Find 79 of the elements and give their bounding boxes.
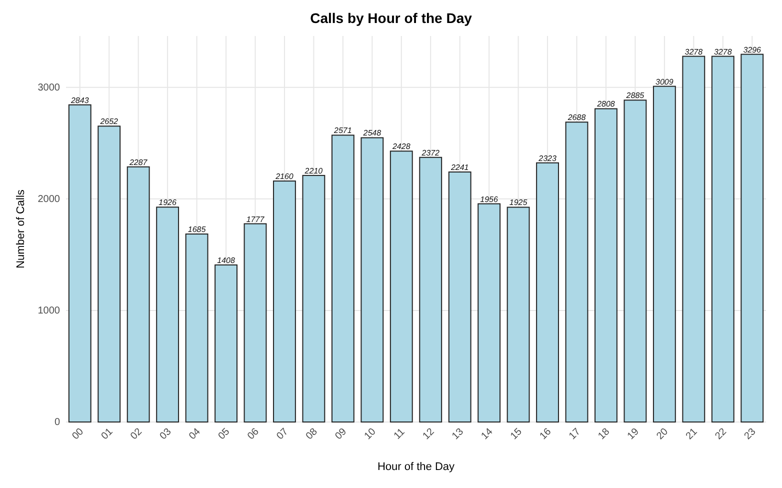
bar bbox=[478, 203, 501, 422]
data-label: 2548 bbox=[362, 128, 382, 138]
x-tick-label: 07 bbox=[274, 426, 291, 442]
bar bbox=[740, 54, 764, 422]
x-tick-label: 21 bbox=[684, 426, 700, 442]
bar bbox=[302, 174, 326, 422]
data-label: 2160 bbox=[274, 172, 294, 182]
bar bbox=[331, 134, 354, 422]
bar bbox=[214, 264, 238, 422]
bar bbox=[419, 156, 442, 422]
bar bbox=[126, 166, 150, 422]
y-axis-title: Number of Calls bbox=[15, 189, 27, 268]
x-tick-label: 03 bbox=[158, 426, 174, 442]
data-label: 2323 bbox=[538, 154, 557, 163]
data-label: 1956 bbox=[480, 194, 499, 204]
data-label: 2808 bbox=[596, 100, 616, 109]
data-label: 1408 bbox=[217, 256, 236, 265]
bar bbox=[390, 150, 413, 422]
x-tick-label: 05 bbox=[216, 426, 232, 442]
data-label: 3296 bbox=[743, 45, 762, 54]
data-label: 3278 bbox=[714, 47, 732, 56]
data-label: 1777 bbox=[246, 214, 265, 224]
bar bbox=[536, 162, 559, 422]
x-tick-label: 06 bbox=[246, 426, 262, 442]
bar bbox=[624, 100, 647, 422]
data-label: 2372 bbox=[420, 148, 440, 158]
x-axis-title: Hour of the Day bbox=[377, 461, 456, 473]
x-tick-label: 17 bbox=[567, 426, 584, 442]
data-label: 2843 bbox=[70, 96, 90, 105]
x-tick-label: 02 bbox=[128, 426, 145, 442]
x-tick-label: 15 bbox=[508, 426, 525, 442]
bar bbox=[185, 234, 208, 422]
x-tick-label: 09 bbox=[333, 426, 350, 442]
y-tick-label: 1000 bbox=[38, 306, 60, 317]
x-tick-label: 16 bbox=[538, 426, 554, 442]
x-tick-label: 14 bbox=[479, 426, 496, 442]
bar bbox=[98, 126, 121, 422]
bar bbox=[682, 56, 706, 422]
x-tick-label: 10 bbox=[362, 426, 379, 442]
data-label: 2885 bbox=[625, 91, 645, 100]
x-tick-label: 13 bbox=[450, 426, 466, 442]
data-label: 1685 bbox=[188, 225, 206, 234]
bar bbox=[506, 206, 530, 422]
x-tick-label: 12 bbox=[421, 426, 437, 442]
data-label: 1926 bbox=[158, 198, 178, 208]
data-label: 2287 bbox=[128, 158, 148, 167]
x-tick-label: 18 bbox=[596, 426, 612, 442]
x-tick-label: 01 bbox=[100, 426, 116, 442]
data-label: 1925 bbox=[509, 198, 528, 208]
bar bbox=[711, 56, 734, 422]
bar bbox=[244, 223, 267, 422]
data-label: 2210 bbox=[304, 166, 324, 176]
data-label: 2428 bbox=[391, 142, 411, 152]
bar bbox=[448, 171, 472, 422]
bar bbox=[273, 180, 296, 422]
y-tick-label: 2000 bbox=[38, 194, 60, 206]
bar bbox=[565, 122, 588, 422]
data-label: 2241 bbox=[450, 162, 469, 172]
x-tick-label: 08 bbox=[304, 426, 320, 442]
x-tick-label: 22 bbox=[713, 426, 730, 442]
bar bbox=[594, 108, 618, 422]
x-tick-label: 00 bbox=[70, 426, 86, 442]
data-label: 2571 bbox=[333, 126, 352, 136]
data-label: 3278 bbox=[684, 47, 704, 56]
y-tick-label: 3000 bbox=[38, 82, 60, 94]
bar bbox=[156, 206, 180, 422]
bar bbox=[68, 104, 92, 422]
x-tick-label: 04 bbox=[187, 426, 204, 442]
x-tick-label: 11 bbox=[392, 426, 408, 442]
data-label: 3009 bbox=[656, 77, 674, 86]
x-tick-label: 23 bbox=[742, 426, 758, 442]
x-tick-label: 20 bbox=[654, 426, 671, 442]
bar bbox=[360, 137, 384, 422]
y-tick-label: 0 bbox=[54, 417, 60, 428]
data-label: 2688 bbox=[566, 113, 586, 122]
bar bbox=[652, 86, 676, 422]
chart-title: Calls by Hour of the Day bbox=[310, 10, 472, 26]
x-tick-label: 19 bbox=[626, 426, 642, 442]
data-label: 2652 bbox=[99, 117, 119, 126]
